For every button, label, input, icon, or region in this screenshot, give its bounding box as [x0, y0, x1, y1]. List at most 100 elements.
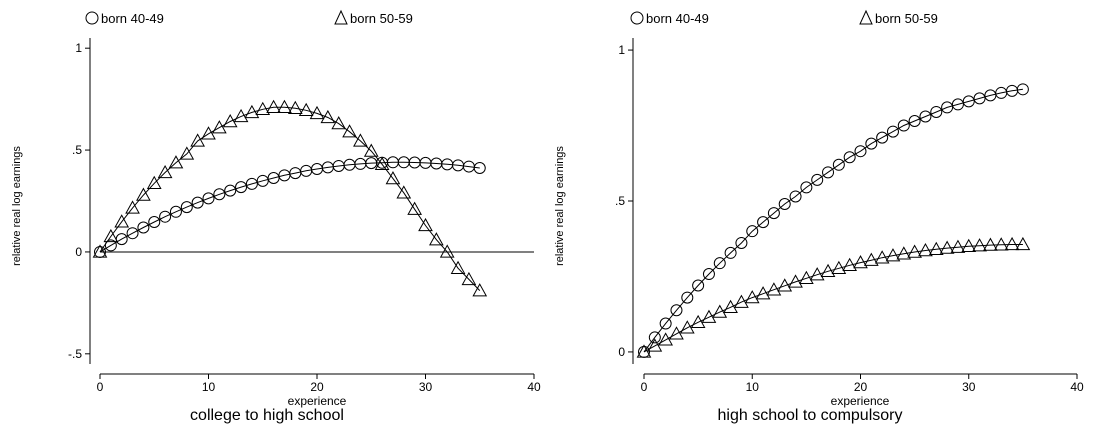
series-1-point-22: [331, 116, 347, 130]
series-0-point-15: [800, 181, 813, 194]
series-markers: [636, 83, 1031, 358]
series-1-point-23: [342, 124, 357, 138]
y-axis-title: relative real log earnings: [554, 146, 566, 266]
series-0-point-29: [951, 98, 964, 111]
series-0-point-8: [724, 246, 737, 259]
series-0-point-19: [843, 151, 856, 164]
series-1-point-12: [766, 282, 782, 296]
series-1-point-16: [809, 267, 825, 281]
series-1-point-17: [277, 99, 292, 113]
series-1-point-3: [669, 326, 684, 340]
series-1-point-27: [928, 241, 944, 255]
series-1-point-21: [320, 109, 336, 124]
series-0-point-5: [692, 279, 705, 292]
series-1-point-26: [374, 156, 390, 171]
x-tick-label-4: 40: [527, 380, 541, 394]
legend-marker-circle: [85, 11, 99, 25]
series-lines: [99, 106, 481, 291]
series-1-point-5: [690, 314, 706, 329]
x-tick-label-0: 0: [97, 380, 104, 394]
series-1-point-33: [993, 237, 1009, 251]
series-0-point-20: [854, 145, 867, 158]
y-ticks: 1.50: [615, 43, 633, 359]
series-0-point-15: [256, 174, 269, 187]
series-0-point-11: [757, 216, 770, 229]
series-1-point-3: [125, 200, 140, 214]
y-axis-title: relative real log earnings: [11, 146, 23, 266]
series-1-point-24: [353, 133, 368, 147]
x-tick-label-3: 30: [962, 380, 976, 394]
series-1-point-16: [266, 99, 281, 113]
series-0-point-25: [908, 115, 921, 128]
series-1-point-13: [233, 108, 249, 123]
series-1-point-30: [418, 217, 433, 232]
series-1-point-34: [1004, 236, 1020, 251]
series-0-point-9: [735, 236, 748, 249]
series-1-point-25: [363, 143, 379, 157]
series-1-point-6: [157, 164, 173, 179]
series-1-point-8: [179, 146, 195, 160]
series-0-point-35: [473, 161, 486, 174]
chart-high-school-to-compulsory: born 40-49 born 50-59 1.50 0 10 20 30 40 rel…: [554, 9, 1084, 424]
x-tick-label-2: 20: [310, 380, 324, 394]
series-0-point-4: [681, 291, 694, 304]
series-0-point-31: [973, 92, 986, 105]
series-0-point-3: [126, 227, 139, 240]
series-1-point-18: [287, 100, 303, 114]
series-1-point-18: [831, 260, 847, 275]
series-1-point-20: [853, 255, 868, 269]
series-1-point-10: [744, 290, 760, 304]
series-0-point-1: [104, 239, 117, 252]
chart-caption: high school to compulsory: [718, 407, 903, 424]
series-0-point-11: [213, 188, 226, 201]
series-0-point-3: [670, 304, 683, 317]
series-0-point-10: [746, 225, 759, 238]
series-0-point-8: [180, 201, 193, 214]
series-1-point-26: [918, 242, 933, 257]
series-1-point-10: [201, 126, 216, 140]
series-1-point-19: [842, 257, 858, 271]
x-tick-label-4: 40: [1070, 380, 1084, 394]
series-1-point-19: [298, 102, 314, 117]
series-1-point-24: [896, 246, 912, 260]
series-1-point-4: [679, 320, 695, 334]
legend: born 40-49 born 50-59: [630, 9, 938, 26]
series-1-point-2: [658, 332, 673, 346]
series-1-point-29: [950, 239, 966, 253]
series-1-point-0: [92, 244, 108, 258]
series-0-point-13: [235, 181, 248, 194]
series-1-point-35: [1015, 236, 1031, 251]
series-0-point-6: [159, 210, 172, 223]
series-markers: [92, 99, 488, 297]
legend-marker-triangle: [859, 9, 873, 25]
series-1-point-31: [972, 238, 987, 252]
series-1-point-1: [647, 338, 663, 352]
series-1-point-4: [136, 187, 151, 201]
series-0-point-1: [648, 331, 661, 344]
series-0-point-35: [1016, 83, 1029, 96]
series-1-point-25: [907, 244, 922, 258]
series-1-point-14: [788, 274, 803, 288]
y-tick-label-2: 0: [75, 245, 82, 259]
series-0-point-13: [778, 198, 791, 211]
series-0-point-26: [919, 110, 932, 123]
legend-marker-triangle: [334, 9, 348, 25]
series-1-point-23: [885, 248, 901, 262]
y-tick-label-0: 1: [75, 41, 82, 55]
series-1-point-8: [723, 299, 738, 313]
series-0-point-9: [191, 196, 204, 209]
legend-marker-circle: [630, 11, 644, 25]
series-1-point-7: [712, 304, 728, 318]
series-1-point-2: [114, 214, 130, 228]
legend-label-series-0: born 40-49: [646, 11, 709, 26]
x-axis-title: experience: [288, 394, 347, 408]
series-1-point-20: [309, 105, 325, 120]
series-1-point-1: [103, 228, 119, 243]
x-tick-label-1: 10: [746, 380, 760, 394]
x-tick-label-2: 20: [854, 380, 868, 394]
legend-label-series-1: born 50-59: [875, 11, 938, 26]
series-1-point-29: [407, 201, 422, 215]
series-1-point-30: [961, 238, 977, 252]
series-0-point-16: [811, 173, 824, 186]
series-0-point-10: [202, 192, 215, 205]
